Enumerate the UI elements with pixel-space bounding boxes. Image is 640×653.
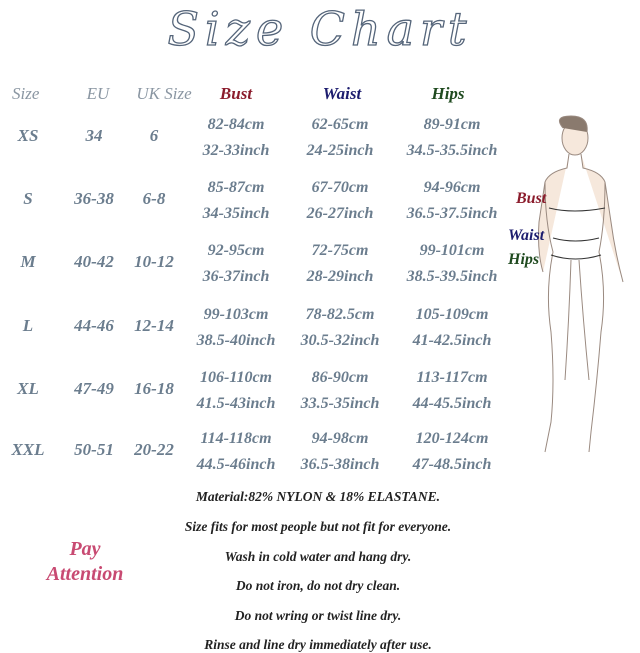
eu-cell: 44-46 [74,316,114,335]
waist-inch-cell: 30.5-32inch [300,332,380,349]
waist-cm-cell: 67-70cm [311,179,369,196]
hips-cm-cell: 113-117cm [416,369,488,386]
bust-inch-cell: 34-35inch [202,205,270,222]
waist-cm-cell: 78-82.5cm [305,306,375,323]
header-bust: Bust [219,84,253,103]
pay-attention-line2: Attention [46,563,124,585]
bust-cm-cell: 99-103cm [203,306,269,323]
waist-cm-cell: 86-90cm [311,369,369,386]
eu-cell: 36-38 [74,189,114,208]
waist-inch-cell: 33.5-35inch [300,395,380,412]
figure-label-hips: Hips [508,251,540,268]
uk-cell: 16-18 [134,379,174,398]
waist-inch-cell: 36.5-38inch [300,456,380,473]
body-figure-illustration [538,115,624,453]
bust-cm-cell: 106-110cm [200,369,272,386]
header-uk: UK Size [136,84,192,103]
waist-cm-cell: 72-75cm [311,242,369,259]
note-rinse: Rinse and line dry immediately after use… [204,637,432,652]
uk-cell: 10-12 [134,252,174,271]
hips-inch-cell: 36.5-37.5inch [406,205,498,222]
bust-inch-cell: 38.5-40inch [196,332,276,349]
waist-inch-cell: 28-29inch [306,268,374,285]
eu-cell: 50-51 [74,440,114,459]
pay-attention-label: Pay Attention [30,537,140,587]
eu-cell: 34 [85,126,103,145]
eu-cell: 47-49 [74,379,114,398]
hips-cm-cell: 94-96cm [423,179,481,196]
page-title: Size Chart [167,1,473,56]
waist-cm-cell: 94-98cm [311,430,369,447]
hips-cm-cell: 99-101cm [419,242,485,259]
hips-inch-cell: 41-42.5inch [412,332,492,349]
pay-attention-line1: Pay [69,538,101,560]
size-cell: L [22,316,34,335]
bust-inch-cell: 41.5-43inch [196,395,276,412]
hips-inch-cell: 38.5-39.5inch [406,268,498,285]
size-cell: M [20,252,36,271]
bust-cm-cell: 114-118cm [200,430,272,447]
waist-cm-cell: 62-65cm [311,116,369,133]
uk-cell: 6 [149,126,159,145]
hips-inch-cell: 47-48.5inch [412,456,492,473]
hips-cm-cell: 105-109cm [415,306,489,323]
note-wring: Do not wring or twist line dry. [234,608,402,623]
eu-cell: 40-42 [74,252,114,271]
figure-label-waist: Waist [508,227,545,244]
waist-inch-cell: 26-27inch [306,205,374,222]
hips-inch-cell: 44-45.5inch [412,395,492,412]
bust-inch-cell: 32-33inch [202,142,270,159]
bust-cm-cell: 92-95cm [207,242,265,259]
bust-cm-cell: 85-87cm [207,179,265,196]
size-cell: XL [17,379,39,398]
header-size: Size [12,84,40,103]
bust-inch-cell: 36-37inch [202,268,270,285]
bust-cm-cell: 82-84cm [207,116,265,133]
uk-cell: 6-8 [142,189,166,208]
header-hips: Hips [431,84,465,103]
bust-inch-cell: 44.5-46inch [196,456,276,473]
note-material: Material:82% NYLON & 18% ELASTANE. [195,489,441,504]
header-waist: Waist [322,84,362,103]
size-cell: XS [17,126,39,145]
note-wash: Wash in cold water and hang dry. [224,549,412,564]
size-cell: S [23,189,33,208]
hips-cm-cell: 89-91cm [423,116,481,133]
figure-label-bust: Bust [516,190,547,207]
hips-cm-cell: 120-124cm [415,430,489,447]
waist-inch-cell: 24-25inch [306,142,374,159]
uk-cell: 12-14 [134,316,174,335]
size-cell: XXL [11,440,45,459]
note-fit: Size fits for most people but not fit fo… [184,519,452,534]
uk-cell: 20-22 [134,440,174,459]
note-iron: Do not iron, do not dry clean. [235,578,401,593]
hips-inch-cell: 34.5-35.5inch [406,142,498,159]
header-eu: EU [86,84,110,103]
